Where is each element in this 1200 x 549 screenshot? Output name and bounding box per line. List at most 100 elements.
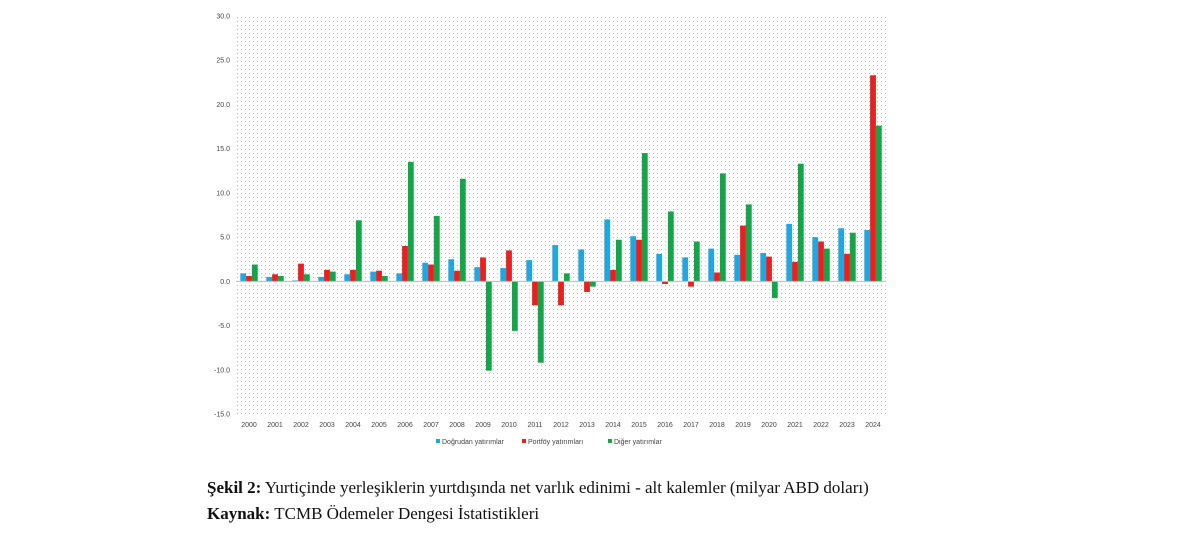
bar	[511, 281, 518, 331]
bar	[396, 273, 403, 282]
bar	[844, 253, 850, 282]
y-tick-label: 15.0	[216, 146, 230, 153]
bar	[797, 163, 804, 282]
y-tick-label: 10.0	[216, 190, 230, 197]
y-tick-label: -5.0	[218, 323, 230, 330]
bar	[875, 125, 882, 282]
bar	[771, 281, 778, 299]
bar	[422, 262, 429, 282]
y-tick-label: 20.0	[216, 102, 230, 109]
bar	[849, 232, 856, 282]
figure-label: Şekil 2:	[207, 478, 262, 497]
bar	[818, 241, 824, 282]
x-tick-label: 2013	[579, 422, 595, 429]
bar	[558, 281, 564, 306]
bar	[329, 271, 336, 282]
bar	[526, 260, 533, 282]
legend-label: Doğrudan yatırımlar	[442, 439, 505, 446]
x-tick-label: 2008	[449, 422, 465, 429]
x-tick-label: 2024	[865, 422, 881, 429]
x-tick-label: 2015	[631, 422, 647, 429]
bar	[506, 250, 512, 282]
legend-swatch	[436, 439, 440, 443]
bar	[667, 211, 674, 282]
bar	[766, 256, 772, 282]
figure-title: Yurtiçinde yerleşiklerin yurtdışında net…	[261, 478, 869, 497]
bar	[682, 257, 689, 282]
bar	[350, 269, 356, 282]
x-tick-label: 2001	[267, 422, 283, 429]
figure-caption: Şekil 2: Yurtiçinde yerleşiklerin yurtdı…	[207, 478, 869, 498]
bar	[485, 281, 492, 371]
y-tick-label: 0.0	[220, 279, 230, 286]
bar	[428, 264, 434, 282]
bar	[745, 204, 752, 282]
bar	[714, 272, 720, 282]
bar	[563, 273, 570, 282]
x-tick-label: 2023	[839, 422, 855, 429]
x-tick-label: 2014	[605, 422, 621, 429]
bar	[656, 253, 663, 282]
bar	[407, 161, 414, 282]
bar	[589, 281, 596, 287]
bar	[277, 276, 284, 282]
bar	[251, 264, 258, 282]
x-tick-label: 2004	[345, 422, 361, 429]
legend-swatch	[522, 439, 526, 443]
y-tick-label: -15.0	[214, 412, 230, 419]
bar	[734, 254, 741, 282]
bar	[662, 281, 668, 284]
bar	[318, 276, 325, 282]
bar	[370, 271, 377, 282]
x-tick-label: 2016	[657, 422, 673, 429]
x-tick-label: 2022	[813, 422, 829, 429]
x-axis: 2000 2001 2002 2003 2004 2005 2006 2007 2008 2009…	[241, 422, 881, 429]
bar	[402, 245, 408, 282]
x-tick-label: 2012	[553, 422, 569, 429]
x-tick-label: 2000	[241, 422, 257, 429]
bar	[693, 241, 700, 282]
bar	[344, 274, 351, 282]
y-tick-label: 5.0	[220, 235, 230, 242]
bar	[266, 276, 273, 282]
bar	[246, 276, 252, 282]
bar-chart: 30.0 25.0 20.0 15.0 10.0 5.0 0.0 -5.0 -10.0 -15.0…	[214, 14, 886, 446]
legend-label: Portföy yatırımları	[528, 439, 583, 446]
bar	[823, 248, 830, 282]
bar	[708, 248, 715, 282]
bar	[500, 268, 507, 282]
bar	[760, 253, 767, 282]
bar	[864, 230, 871, 282]
bar	[740, 225, 746, 282]
x-tick-label: 2009	[475, 422, 491, 429]
bar	[630, 236, 637, 282]
x-tick-label: 2021	[787, 422, 803, 429]
x-tick-label: 2019	[735, 422, 751, 429]
x-tick-label: 2017	[683, 422, 699, 429]
bar	[240, 273, 247, 282]
bar	[584, 281, 590, 292]
x-tick-label: 2003	[319, 422, 335, 429]
bar	[719, 173, 726, 282]
bar	[381, 276, 388, 282]
source-text: TCMB Ödemeler Dengesi İstatistikleri	[270, 504, 540, 523]
bar	[792, 261, 798, 282]
bar	[376, 270, 382, 282]
plot-area-background	[236, 16, 886, 414]
source-caption: Kaynak: TCMB Ödemeler Dengesi İstatistik…	[207, 504, 539, 524]
y-tick-label: 25.0	[216, 58, 230, 65]
bar	[480, 257, 486, 282]
bar	[303, 274, 310, 282]
bar	[298, 263, 304, 282]
bar	[532, 281, 538, 306]
bar	[636, 239, 642, 282]
x-tick-label: 2002	[293, 422, 309, 429]
source-label: Kaynak:	[207, 504, 271, 523]
bars	[240, 75, 882, 371]
x-tick-label: 2020	[761, 422, 777, 429]
y-axis: 30.0 25.0 20.0 15.0 10.0 5.0 0.0 -5.0 -10.0 -15.0	[214, 14, 230, 419]
bar	[272, 274, 278, 282]
x-tick-label: 2011	[527, 422, 542, 429]
bar	[604, 219, 611, 282]
bar	[578, 249, 585, 282]
